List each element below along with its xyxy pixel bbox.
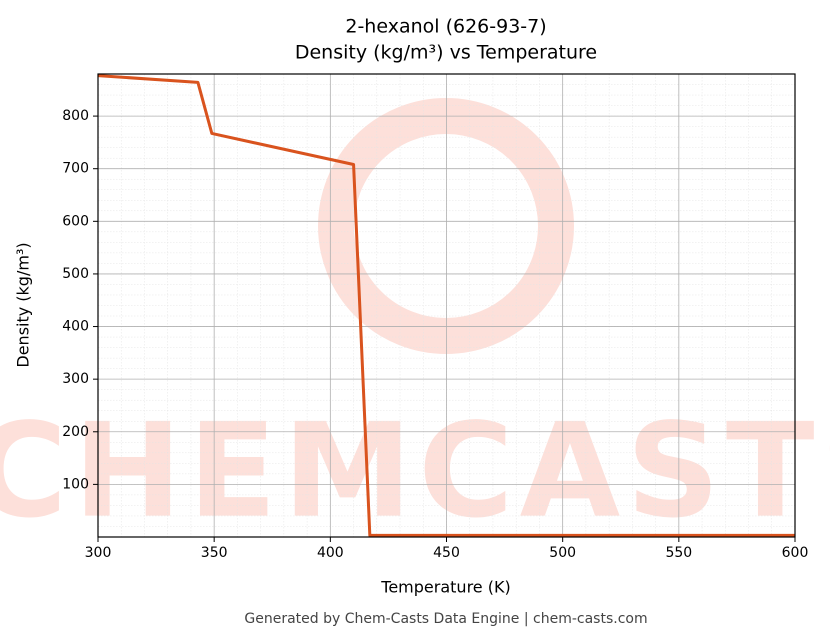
y-tick-label: 600 — [62, 213, 89, 229]
x-axis-label: Temperature (K) — [380, 578, 510, 597]
y-tick-label: 200 — [62, 424, 89, 440]
x-tick-label: 450 — [433, 545, 460, 561]
x-tick-label: 300 — [85, 545, 112, 561]
chart-title: 2-hexanol (626-93-7) — [345, 16, 546, 38]
y-axis-label: Density (kg/m³) — [14, 242, 33, 367]
watermark: CHEMCASTS — [0, 98, 830, 547]
chart-subtitle: Density (kg/m³) vs Temperature — [295, 42, 597, 64]
data-line — [97, 74, 795, 537]
footer: Generated by Chem-Casts Data Engine | ch… — [244, 611, 647, 627]
y-tick-label: 500 — [62, 266, 89, 282]
y-tick-label: 400 — [62, 319, 89, 335]
y-tick-label: 300 — [62, 371, 89, 387]
y-tick-label: 700 — [62, 161, 89, 177]
x-tick-label: 550 — [665, 545, 692, 561]
watermark-text: CHEMCASTS — [0, 395, 830, 547]
y-tick-label: 100 — [62, 476, 89, 492]
x-tick-label: 400 — [317, 545, 344, 561]
x-tick-label: 600 — [782, 545, 809, 561]
x-tick-label: 500 — [549, 545, 576, 561]
x-tick-label: 350 — [201, 545, 228, 561]
y-tick-label: 800 — [62, 108, 89, 124]
plot-frame — [97, 73, 796, 538]
watermark-logo — [318, 98, 574, 354]
